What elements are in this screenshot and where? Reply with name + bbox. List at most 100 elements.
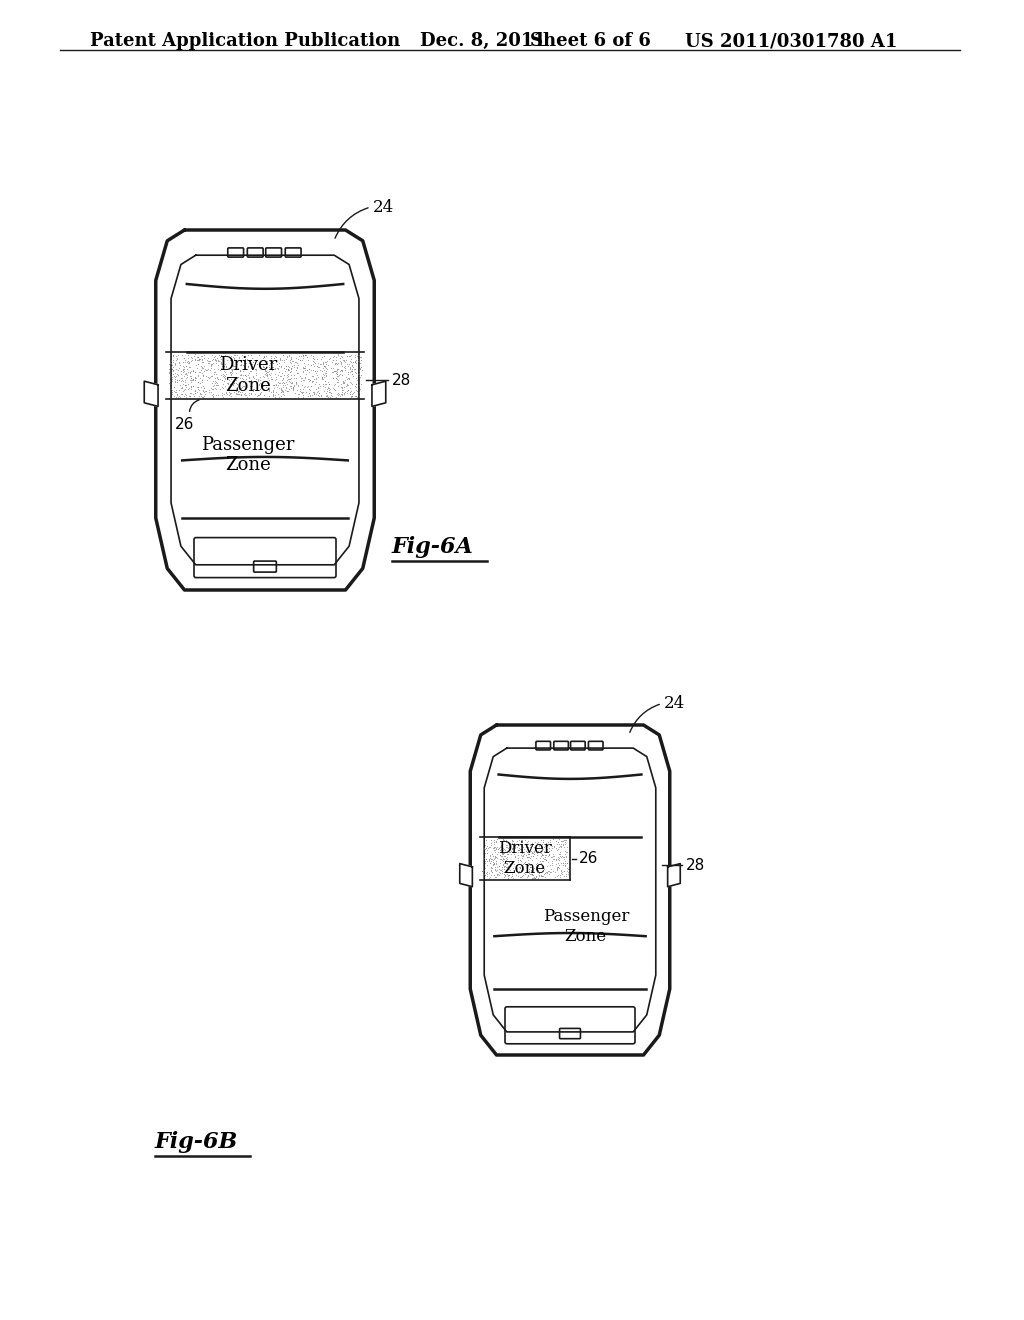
Point: [180, 379, 197, 400]
Point: [170, 359, 186, 380]
Point: [339, 345, 355, 366]
Point: [527, 867, 544, 888]
Point: [488, 837, 505, 858]
Point: [240, 345, 256, 366]
Point: [502, 838, 518, 859]
Point: [522, 834, 539, 855]
Point: [330, 354, 346, 375]
Point: [257, 346, 273, 367]
Point: [248, 364, 264, 385]
Point: [498, 853, 514, 874]
Point: [270, 378, 287, 399]
Point: [497, 865, 513, 886]
Point: [238, 346, 254, 367]
Point: [278, 379, 294, 400]
Point: [506, 833, 522, 854]
Point: [279, 381, 295, 403]
Point: [205, 348, 221, 370]
Point: [229, 381, 246, 403]
Point: [250, 384, 266, 405]
Point: [350, 348, 367, 370]
Point: [268, 347, 285, 368]
Point: [316, 351, 333, 372]
Point: [502, 855, 518, 876]
Point: [484, 855, 501, 876]
Point: [305, 371, 322, 392]
Point: [178, 355, 195, 376]
Point: [303, 371, 319, 392]
Point: [322, 387, 338, 408]
Point: [493, 851, 509, 873]
Point: [520, 843, 537, 865]
Point: [335, 371, 351, 392]
Point: [487, 853, 504, 874]
Point: [209, 372, 225, 393]
Point: [255, 367, 271, 388]
Point: [536, 847, 552, 869]
Point: [208, 385, 224, 407]
Point: [483, 857, 500, 878]
Point: [199, 350, 215, 371]
Point: [271, 352, 288, 374]
Point: [294, 381, 310, 403]
Point: [279, 355, 295, 376]
Point: [305, 352, 322, 374]
Point: [329, 383, 345, 404]
Point: [521, 857, 538, 878]
Point: [284, 372, 300, 393]
Point: [187, 380, 204, 401]
Point: [315, 363, 332, 384]
Point: [327, 352, 343, 374]
Point: [265, 352, 282, 374]
Point: [282, 375, 298, 396]
Point: [532, 847, 549, 869]
Point: [487, 830, 504, 851]
Point: [252, 367, 268, 388]
Point: [488, 847, 505, 869]
Point: [481, 837, 498, 858]
Point: [252, 372, 268, 393]
Point: [343, 372, 359, 393]
Point: [173, 367, 189, 388]
Point: [334, 364, 350, 385]
Point: [213, 352, 229, 374]
Point: [264, 352, 281, 374]
Point: [513, 829, 529, 850]
Point: [336, 383, 352, 404]
Point: [237, 364, 253, 385]
Point: [330, 352, 346, 374]
Point: [255, 347, 271, 368]
Point: [222, 368, 239, 389]
Point: [545, 843, 561, 865]
Point: [490, 855, 507, 876]
Point: [537, 836, 553, 857]
Point: [515, 838, 531, 859]
Text: 26: 26: [175, 417, 195, 432]
Point: [302, 345, 318, 366]
Point: [183, 350, 200, 371]
Point: [514, 830, 530, 851]
Point: [342, 358, 358, 379]
Point: [490, 861, 507, 882]
Point: [217, 383, 233, 404]
Point: [309, 348, 326, 370]
Text: 28: 28: [391, 374, 411, 388]
Point: [335, 379, 351, 400]
Point: [198, 384, 214, 405]
Point: [181, 383, 198, 404]
Point: [330, 376, 346, 397]
Point: [529, 853, 546, 874]
Point: [316, 360, 333, 381]
Point: [208, 350, 224, 371]
Point: [295, 346, 311, 367]
Point: [205, 379, 221, 400]
Point: [197, 380, 213, 401]
Point: [213, 345, 229, 366]
Point: [496, 842, 512, 863]
Point: [241, 363, 257, 384]
Text: Dec. 8, 2011: Dec. 8, 2011: [420, 32, 546, 50]
Point: [534, 857, 550, 878]
Point: [288, 367, 304, 388]
Text: Fig-6A: Fig-6A: [391, 536, 473, 558]
Point: [480, 867, 497, 888]
